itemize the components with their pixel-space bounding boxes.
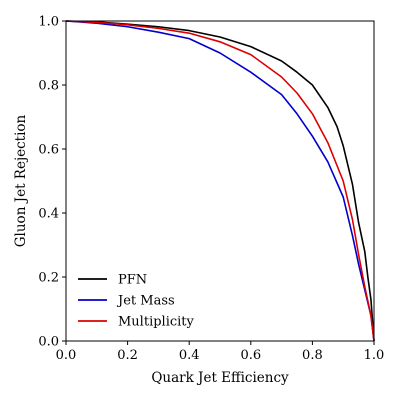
- series-line-2: [65, 20, 375, 342]
- x-axis-label: Quark Jet Efficiency: [151, 370, 289, 386]
- ticks-layer: 0.0 0.2 0.4 0.6 0.8 1.0 0.0 0.2 0.4 0.6 0.8 1.0: [38, 15, 384, 364]
- x-tick-label: 0.8: [302, 348, 323, 363]
- legend-label-2: Multiplicity: [118, 315, 195, 330]
- x-tick-label: 1.0: [364, 348, 385, 363]
- x-tick-label: 0.2: [117, 348, 138, 363]
- series-line-1: [65, 20, 375, 342]
- y-axis-label: Gluon Jet Rejection: [13, 114, 29, 247]
- x-tick-label: 0.0: [56, 348, 77, 363]
- y-tick-label: 0.0: [38, 335, 59, 350]
- legend-label-1: Jet Mass: [116, 294, 175, 309]
- legend-label-0: PFN: [118, 273, 147, 288]
- y-tick-label: 0.2: [38, 271, 59, 286]
- y-tick-label: 0.8: [38, 79, 59, 94]
- y-tick-label: 1.0: [38, 15, 59, 30]
- y-tick-label: 0.6: [38, 143, 59, 158]
- y-tick-label: 0.4: [38, 207, 59, 222]
- plot-frame: [65, 20, 375, 342]
- legend: PFN Jet Mass Multiplicity: [78, 273, 195, 330]
- x-tick-label: 0.4: [179, 348, 200, 363]
- series-layer: [65, 20, 375, 342]
- x-tick-label: 0.6: [240, 348, 261, 363]
- series-line-0: [65, 20, 375, 342]
